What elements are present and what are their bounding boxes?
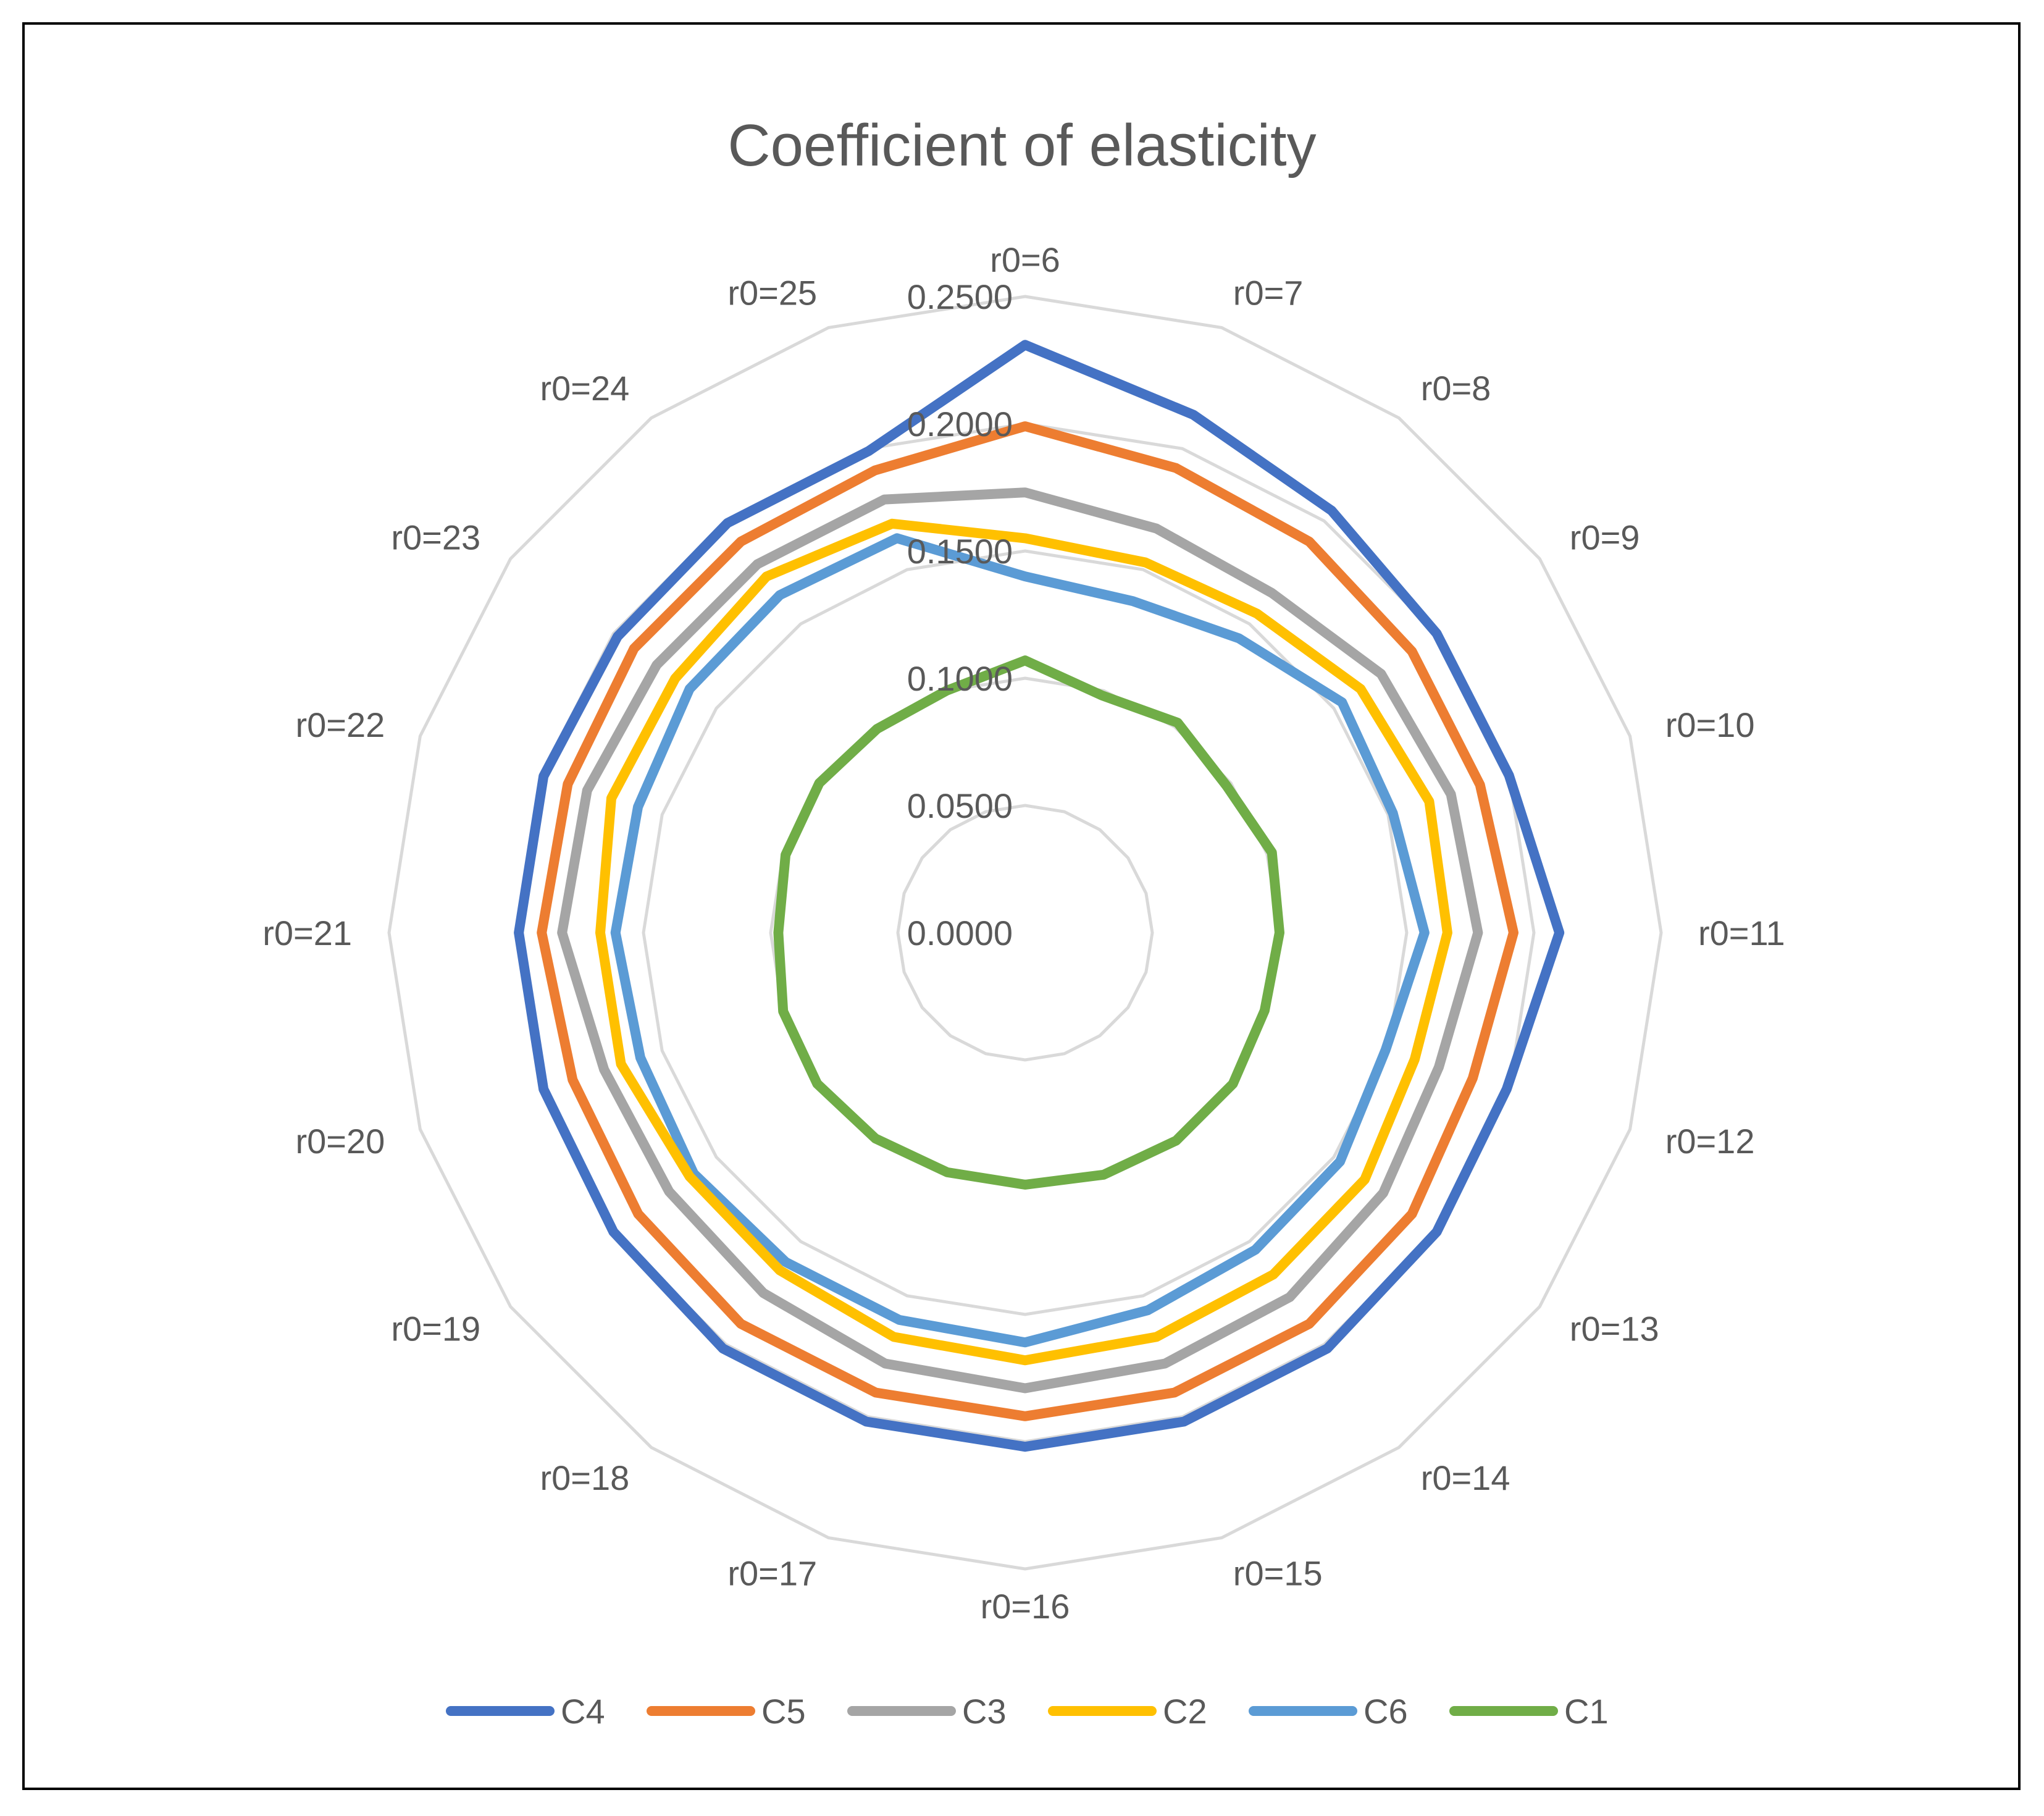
category-label: r0=14 <box>1421 1458 1510 1497</box>
category-label: r0=9 <box>1570 518 1640 557</box>
tick-label: 0.0000 <box>907 914 1013 952</box>
category-label: r0=25 <box>727 273 817 312</box>
legend-item-c6[interactable]: C6 <box>1249 1692 1408 1731</box>
chart-frame <box>22 22 2021 1790</box>
category-label: r0=24 <box>540 369 630 408</box>
tick-label: 0.1500 <box>907 532 1013 571</box>
category-labels: r0=6 r0=7 r0=8 r0=9 r0=10 r0=11 r0=12 r0=13 r0=1… <box>262 240 1785 1626</box>
series-line-c6 <box>610 533 1430 1348</box>
category-label: r0=6 <box>990 240 1060 279</box>
category-label: r0=13 <box>1570 1309 1659 1348</box>
series-layer <box>514 340 1565 1452</box>
legend-label: C2 <box>1163 1692 1207 1731</box>
grid-ring <box>387 295 1663 1571</box>
legend-item-c4[interactable]: C4 <box>446 1692 605 1731</box>
legend[interactable]: C4 C5 C3 C2 C6 C1 <box>446 1692 1609 1731</box>
radar-grid <box>387 295 1663 1571</box>
legend-label: C3 <box>962 1692 1007 1731</box>
grid-ring <box>896 804 1154 1062</box>
category-label: r0=10 <box>1665 705 1755 744</box>
category-label: r0=23 <box>391 518 480 557</box>
series-line-c4 <box>514 340 1565 1452</box>
category-label: r0=16 <box>981 1587 1070 1626</box>
chart-title: Coefficient of elasticity <box>727 112 1316 179</box>
series-line-c3 <box>557 487 1483 1394</box>
series-line-c5 <box>537 421 1518 1421</box>
legend-item-c1[interactable]: C1 <box>1449 1692 1609 1731</box>
category-label: r0=12 <box>1665 1122 1755 1161</box>
category-label: r0=17 <box>727 1554 817 1593</box>
category-label: r0=20 <box>296 1122 385 1161</box>
tick-label: 0.0500 <box>907 786 1013 825</box>
grid-ring <box>642 549 1409 1316</box>
category-label: r0=19 <box>391 1309 480 1348</box>
tick-label: 0.1000 <box>907 659 1013 698</box>
tick-label: 0.2500 <box>907 277 1013 316</box>
series-line-c2 <box>595 518 1452 1366</box>
series-line-c1 <box>773 655 1284 1190</box>
legend-label: C4 <box>561 1692 605 1731</box>
category-label: r0=8 <box>1421 369 1491 408</box>
radial-tick-labels: 0.0000 0.0500 0.1000 0.1500 0.2000 0.2500 <box>907 277 1013 952</box>
category-label: r0=22 <box>296 705 385 744</box>
legend-label: C5 <box>761 1692 806 1731</box>
category-label: r0=18 <box>540 1458 630 1497</box>
legend-label: C6 <box>1363 1692 1408 1731</box>
legend-item-c3[interactable]: C3 <box>847 1692 1007 1731</box>
category-label: r0=15 <box>1233 1554 1323 1593</box>
legend-item-c5[interactable]: C5 <box>647 1692 806 1731</box>
legend-item-c2[interactable]: C2 <box>1048 1692 1207 1731</box>
category-label: r0=7 <box>1233 273 1304 312</box>
tick-label: 0.2000 <box>907 405 1013 443</box>
category-label: r0=21 <box>262 914 352 952</box>
legend-label: C1 <box>1564 1692 1609 1731</box>
category-label: r0=11 <box>1698 914 1785 952</box>
